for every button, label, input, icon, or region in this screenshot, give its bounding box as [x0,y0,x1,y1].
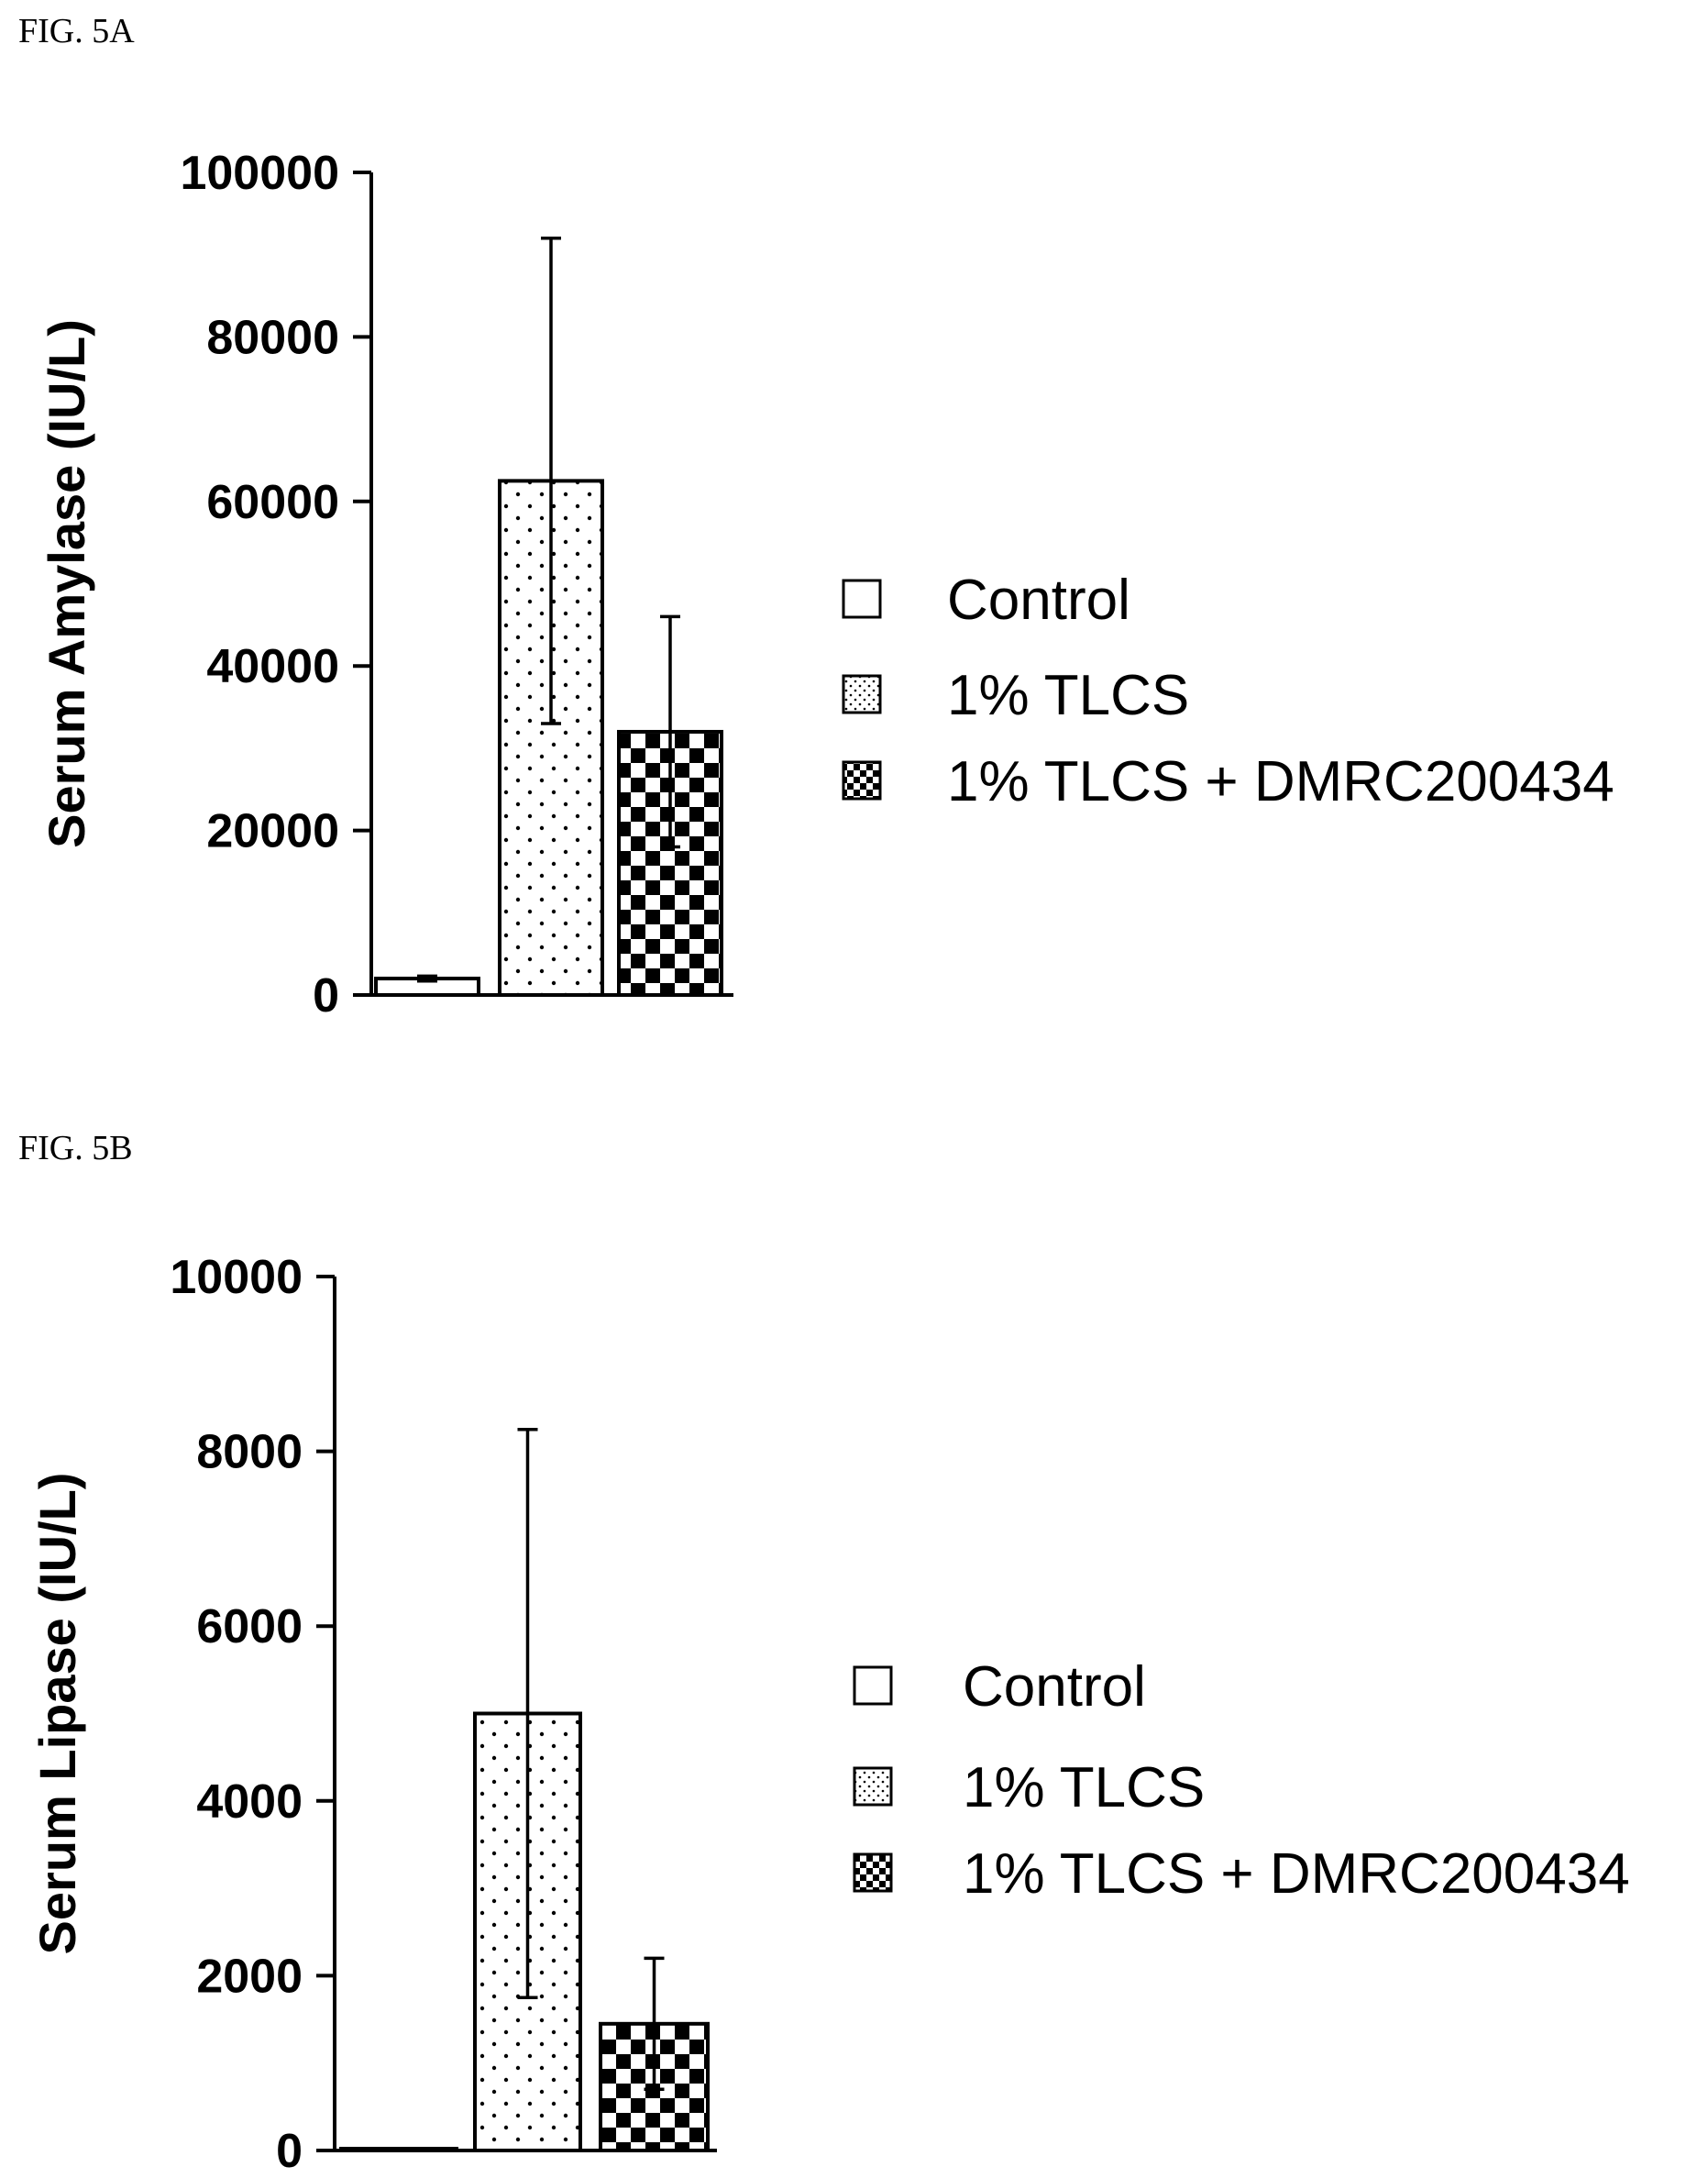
y-tick-label: 8000 [196,1426,303,1479]
y-tick-label: 0 [313,969,339,1023]
y-axis-label: Serum Amylase (IU/L) [38,319,95,848]
legend-swatch [842,674,882,714]
legend-swatch [842,579,882,619]
y-axis-label: Serum Lipase (IU/L) [28,1473,86,1955]
legend-label: 1% TLCS [963,1756,1205,1819]
legend-label: 1% TLCS + DMRC200434 [963,1842,1630,1906]
legend-label: 1% TLCS [947,664,1189,727]
figure-label-5a: FIG. 5A [18,12,135,50]
legend-swatch [842,760,882,801]
legend-swatch [853,1766,893,1807]
y-tick-label: 4000 [196,1775,303,1829]
y-tick-label: 80000 [206,311,339,364]
legend-swatch [853,1665,893,1706]
chart-serum-lipase: 0 2000 4000 6000 8000 10000 Serum Lipase (IU/L… [28,1251,1630,2178]
y-tick-label: 10000 [170,1251,303,1304]
y-tick-label: 100000 [180,147,339,200]
y-tick-label: 20000 [206,805,339,858]
y-tick-label: 40000 [206,640,339,693]
y-tick-label: 6000 [196,1600,303,1653]
y-tick-label: 60000 [206,476,339,529]
legend-label: 1% TLCS + DMRC200434 [947,750,1614,813]
legend-label: Control [963,1655,1146,1719]
legend-label: Control [947,569,1130,632]
chart-serum-amylase: 0 20000 40000 60000 80000 100000 Serum Amylase… [38,147,1614,1023]
y-tick-label: 0 [276,2125,303,2178]
legend-swatch [853,1852,893,1893]
y-tick-label: 2000 [196,1950,303,2003]
figure-label-5b: FIG. 5B [18,1129,133,1167]
